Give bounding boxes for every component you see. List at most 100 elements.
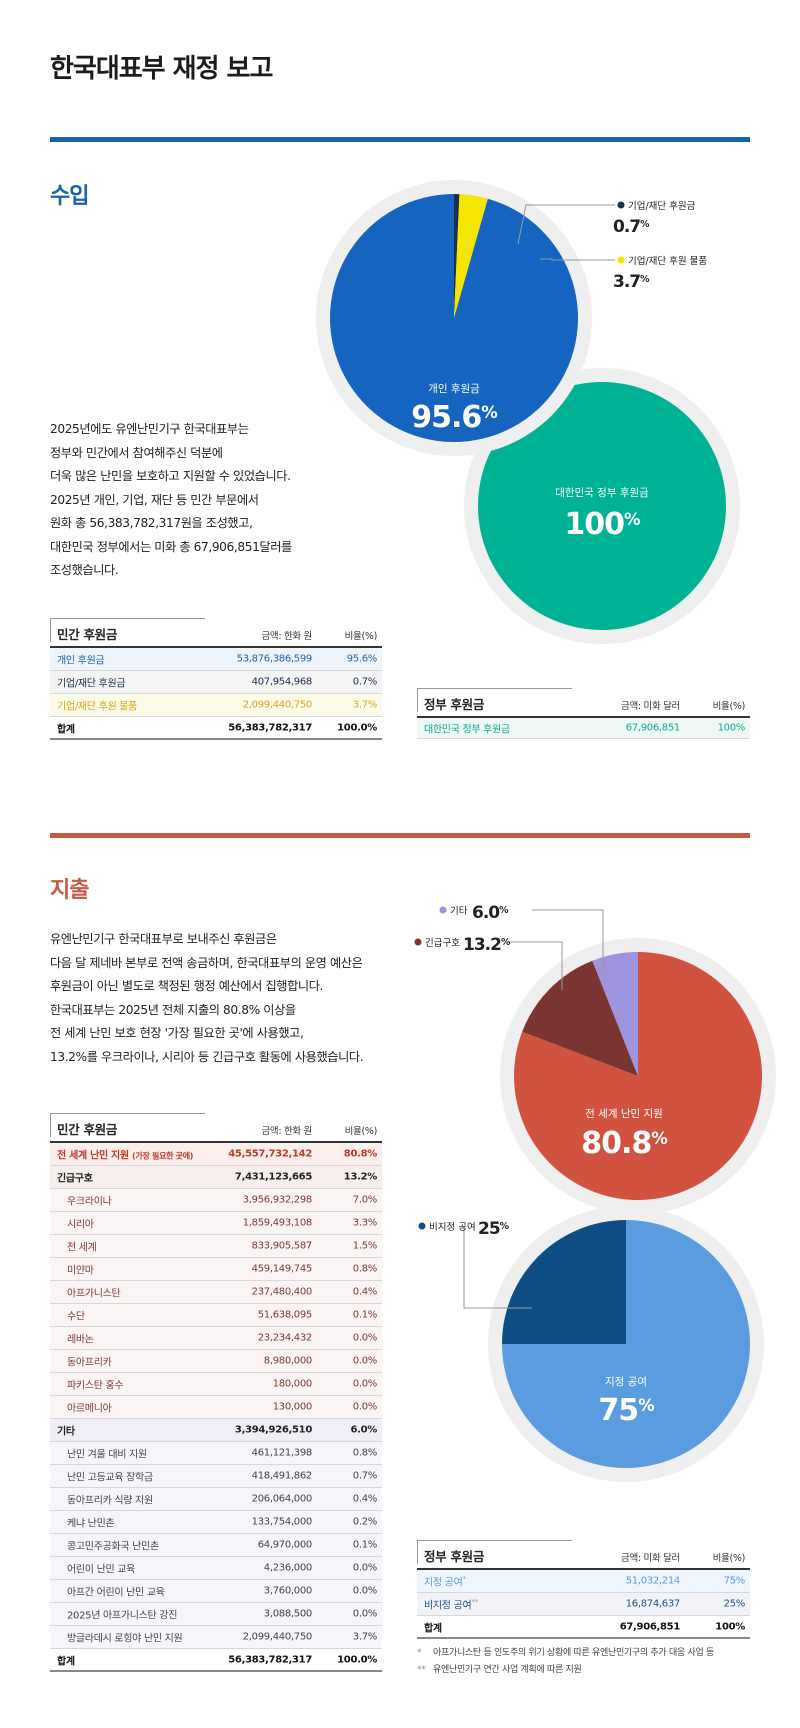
table-header: 정부 후원금 금액: 미화 달러 비율(%) bbox=[417, 1540, 750, 1570]
table-body: 지정 공여* 51,032,214 75% 비지정 공여** 16,874,637 25%… bbox=[417, 1570, 750, 1639]
table-row: 난민 겨울 대비 지원 461,121,398 0.8% bbox=[50, 1442, 382, 1465]
row-pct: 3.7% bbox=[352, 699, 378, 711]
callout-label: 기업/재단 후원금 bbox=[628, 200, 696, 212]
row-pct: 0.4% bbox=[352, 1493, 378, 1505]
slice-label: 전 세계 난민 지원 bbox=[585, 1108, 663, 1120]
row-label: 어린이 난민 교육 bbox=[67, 1561, 135, 1576]
row-label: 아프가니스탄 bbox=[67, 1285, 121, 1300]
table-body: 대한민국 정부 후원금 67,906,851 100% bbox=[417, 718, 750, 739]
row-label: 지정 공여* bbox=[424, 1574, 466, 1588]
row-pct: 0.0% bbox=[352, 1355, 378, 1367]
income-paragraph-line: 조성했습니다. bbox=[50, 563, 119, 577]
total-amount: 67,906,851 bbox=[619, 1621, 681, 1632]
row-amount: 45,557,732,142 bbox=[228, 1148, 312, 1160]
table-row: 파키스탄 홍수 180,000 0.0% bbox=[50, 1373, 382, 1396]
income-paragraph-line: 2025년에도 유엔난민기구 한국대표부는 bbox=[50, 422, 249, 436]
row-label: 기타 bbox=[57, 1423, 75, 1438]
table-row: 지정 공여* 51,032,214 75% bbox=[417, 1570, 750, 1593]
table-row: 우크라이나 3,956,932,298 7.0% bbox=[50, 1189, 382, 1212]
table-row: 시리아 1,859,493,108 3.3% bbox=[50, 1212, 382, 1235]
table-row: 비지정 공여** 16,874,637 25% bbox=[417, 1593, 750, 1616]
row-label: 아프간 어린이 난민 교육 bbox=[67, 1584, 165, 1599]
table-row: 콩고민주공화국 난민촌 64,970,000 0.1% bbox=[50, 1534, 382, 1557]
row-label-text: 난민 고등교육 장학금 bbox=[67, 1472, 153, 1484]
table-total-row: 합계 56,383,782,317 100.0% bbox=[50, 717, 382, 740]
row-amount: 237,480,400 bbox=[251, 1286, 313, 1298]
expense-paragraph: 유엔난민기구 한국대표부로 보내주신 후원금은 다음 달 제네바 본부로 전액 … bbox=[50, 928, 410, 1069]
row-pct: 13.2% bbox=[343, 1171, 378, 1183]
table-title: 정부 후원금 bbox=[424, 1549, 485, 1564]
row-amount: 67,906,851 bbox=[625, 722, 681, 734]
row-label-text: 기업/재단 후원금 bbox=[57, 678, 126, 690]
row-amount: 2,099,440,750 bbox=[242, 699, 313, 711]
total-label: 합계 bbox=[57, 1656, 75, 1667]
income-private-table: 민간 후원금 금액: 한화 원 비율(%) 개인 후원금 53,876,386,5… bbox=[50, 618, 382, 740]
row-pct: 6.0% bbox=[350, 1424, 377, 1436]
amount-header: 금액: 한화 원 bbox=[261, 1126, 312, 1137]
row-label: 레바논 bbox=[67, 1331, 94, 1346]
row-amount: 7,431,123,665 bbox=[234, 1171, 312, 1183]
expense-paragraph-line: 전 세계 난민 보호 현장 '가장 필요한 곳'에 사용했고, bbox=[50, 1026, 304, 1040]
amount-header: 금액: 미화 달러 bbox=[621, 701, 680, 712]
pie-slice bbox=[454, 194, 488, 318]
row-amount: 64,970,000 bbox=[257, 1539, 313, 1551]
row-pct: 3.7% bbox=[352, 1631, 378, 1643]
table-row: 동아프리카 식량 지원 206,064,000 0.4% bbox=[50, 1488, 382, 1511]
row-label: 전 세계 bbox=[67, 1239, 97, 1254]
row-label-text: 대한민국 정부 후원금 bbox=[424, 724, 510, 736]
table-row: 미얀마 459,149,745 0.8% bbox=[50, 1258, 382, 1281]
pct-header: 비율(%) bbox=[712, 701, 746, 712]
row-amount: 833,905,587 bbox=[251, 1240, 313, 1252]
table-tab-border bbox=[417, 1540, 572, 1564]
row-label: 미얀마 bbox=[67, 1262, 94, 1277]
table-header: 민간 후원금 금액: 한화 원 비율(%) bbox=[50, 1113, 382, 1143]
row-pct: 80.8% bbox=[343, 1148, 378, 1160]
row-amount: 4,236,000 bbox=[263, 1562, 313, 1574]
pct-header: 비율(%) bbox=[712, 1553, 746, 1564]
row-label-text: 동아프리카 bbox=[67, 1357, 112, 1369]
table-row: 전 세계 난민 지원 (가장 필요한 곳에) 45,557,732,142 80.8… bbox=[50, 1143, 382, 1166]
total-pct: 100% bbox=[715, 1621, 745, 1632]
row-pct: 100% bbox=[717, 722, 746, 734]
row-footnote-mark: ** bbox=[471, 1598, 478, 1607]
row-label: 대한민국 정부 후원금 bbox=[424, 721, 510, 736]
table-row: 기업/재단 후원금 407,954,968 0.7% bbox=[50, 671, 382, 694]
table-row: 레바논 23,234,432 0.0% bbox=[50, 1327, 382, 1350]
row-pct: 0.0% bbox=[352, 1585, 378, 1597]
income-paragraph: 2025년에도 유엔난민기구 한국대표부는 정부와 민간에서 참여해주신 덕분에… bbox=[50, 418, 380, 583]
footnotes: * 아프가니스탄 등 인도주의 위기 상황에 따른 유엔난민기구의 추가 대응 사… bbox=[417, 1645, 714, 1679]
table-title: 민간 후원금 bbox=[57, 1122, 118, 1137]
table-row: 기업/재단 후원 물품 2,099,440,750 3.7% bbox=[50, 694, 382, 717]
total-amount: 56,383,782,317 bbox=[228, 1654, 312, 1665]
table-row: 긴급구호 7,431,123,665 13.2% bbox=[50, 1166, 382, 1189]
footnote: ** 유엔난민기구 연간 사업 계획에 따른 지원 bbox=[417, 1662, 714, 1679]
row-amount: 53,876,386,599 bbox=[236, 653, 313, 665]
total-label: 합계 bbox=[424, 1623, 442, 1634]
row-label: 동아프리카 bbox=[67, 1354, 112, 1369]
row-label-text: 케냐 난민촌 bbox=[67, 1518, 115, 1530]
row-label: 아르메니아 bbox=[67, 1400, 112, 1415]
row-pct: 0.4% bbox=[352, 1286, 378, 1298]
row-label-sub: (가장 필요한 곳에) bbox=[132, 1151, 194, 1161]
callout-value: 13.2% bbox=[463, 935, 511, 955]
row-label-text: 콩고민주공화국 난민촌 bbox=[67, 1541, 159, 1553]
pie-slice bbox=[522, 960, 638, 1076]
row-pct: 0.0% bbox=[352, 1378, 378, 1390]
pie-slice bbox=[454, 194, 460, 318]
callout-value: 3.7% bbox=[613, 272, 650, 292]
expense-heading: 지출 bbox=[50, 878, 89, 903]
row-label: 우크라이나 bbox=[67, 1193, 112, 1208]
row-label-text: 난민 겨울 대비 지원 bbox=[67, 1449, 147, 1461]
table-tab-border bbox=[50, 1113, 205, 1137]
table-row: 개인 후원금 53,876,386,599 95.6% bbox=[50, 648, 382, 671]
row-label-text: 비지정 공여 bbox=[424, 1600, 472, 1612]
row-pct: 95.6% bbox=[346, 653, 378, 665]
amount-header: 금액: 미화 달러 bbox=[621, 1553, 680, 1564]
footnote-text: 유엔난민기구 연간 사업 계획에 따른 지원 bbox=[433, 1665, 582, 1675]
row-label-text: 시리아 bbox=[67, 1219, 94, 1231]
slice-value: 95.6% bbox=[411, 400, 498, 435]
table-row: 어린이 난민 교육 4,236,000 0.0% bbox=[50, 1557, 382, 1580]
row-pct: 0.8% bbox=[352, 1447, 378, 1459]
total-pct: 100.0% bbox=[337, 722, 377, 733]
table-title: 민간 후원금 bbox=[57, 627, 118, 642]
